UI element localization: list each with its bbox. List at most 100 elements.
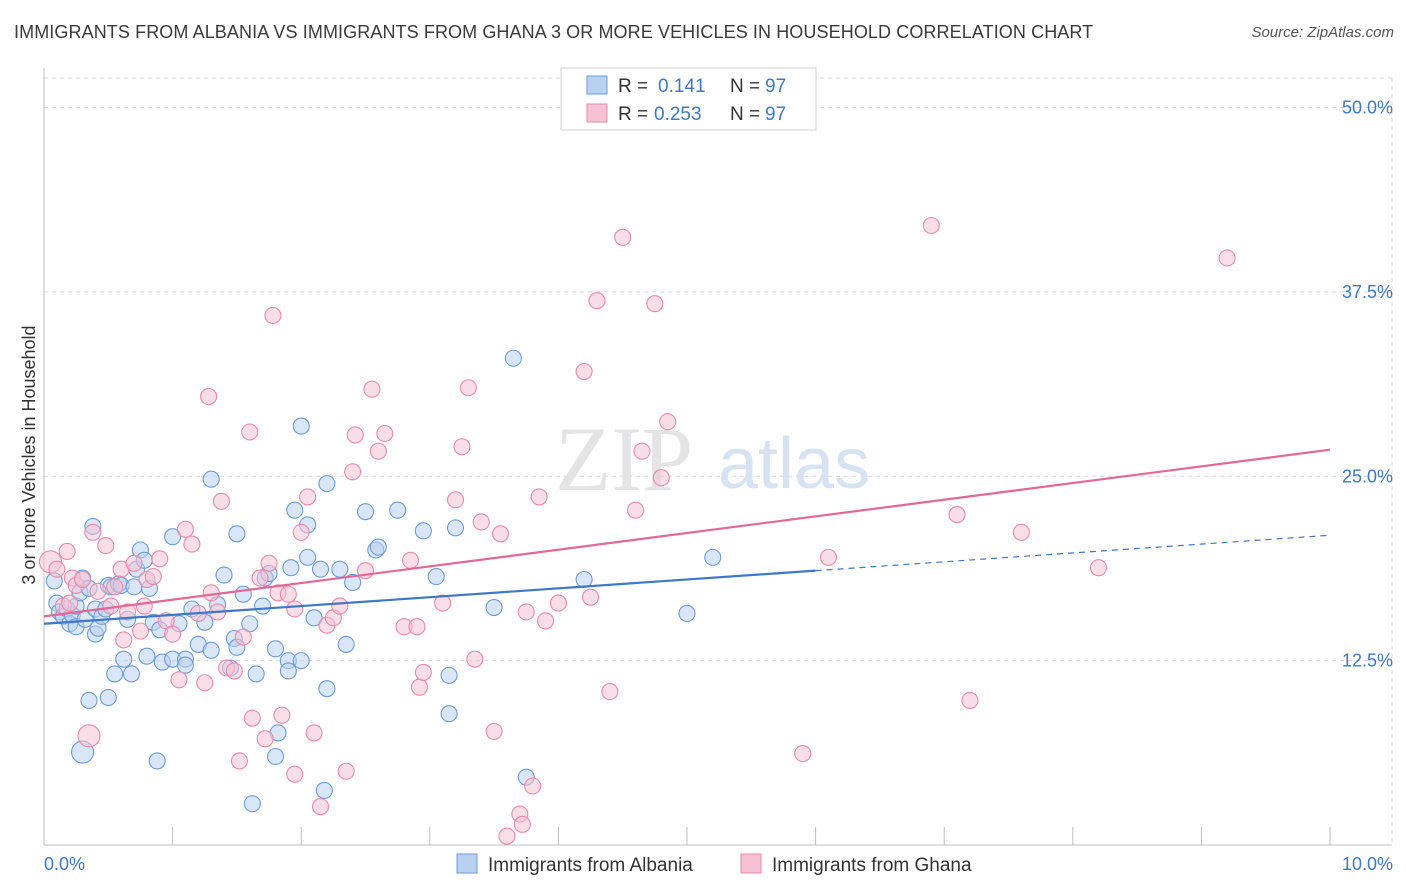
ghana-point-46 — [279, 585, 297, 603]
ghana-point-58 — [346, 426, 364, 444]
ghana-point-65 — [408, 618, 426, 636]
ghana-point-51 — [305, 724, 323, 742]
ghana-point-10 — [89, 582, 107, 600]
stats-legend: R = 0.141 N = 97 R = 0.253 N = 97 — [560, 67, 817, 131]
albania-point-77 — [318, 680, 336, 698]
albania-point-44 — [176, 656, 195, 674]
albania-point-14 — [80, 691, 98, 710]
albania-trend-line — [43, 569, 816, 625]
ghana-point-18 — [131, 622, 149, 640]
ghana-point-81 — [530, 488, 548, 506]
ghana-point-15 — [115, 631, 133, 649]
ghana-point-70 — [453, 438, 471, 456]
albania-point-69 — [286, 501, 304, 519]
ghana-point-52 — [311, 798, 330, 816]
ghana-point-47 — [286, 600, 304, 618]
ghana-point-31 — [202, 584, 220, 602]
albania-trend-extension — [815, 534, 1331, 572]
stats-legend-n-label: N = — [730, 76, 760, 97]
albania-point-54 — [228, 525, 246, 543]
albania-point-67 — [279, 662, 297, 680]
albania-point-56 — [234, 585, 252, 603]
ghana-point-92 — [652, 469, 670, 487]
ghana-point-76 — [498, 827, 516, 845]
ghana-point-83 — [549, 594, 567, 612]
legend-label-ghana: Immigrants from Ghana — [772, 855, 972, 876]
ghana-point-16 — [119, 603, 137, 621]
ghana-point-57 — [344, 463, 362, 481]
y-tick-label-1: 25.0% — [1342, 466, 1393, 486]
ghana-point-17 — [125, 554, 143, 572]
ghana-point-85 — [581, 588, 600, 606]
ghana-point-40 — [251, 569, 269, 587]
albania-point-58 — [243, 795, 261, 813]
ghana-point-35 — [225, 662, 243, 680]
albania-point-76 — [318, 475, 336, 493]
ghana-point-100 — [1089, 559, 1108, 577]
x-tick-label-min: 0.0% — [44, 854, 85, 874]
albania-point-48 — [202, 641, 220, 659]
albania-point-87 — [440, 666, 458, 684]
watermark-atlas: atlas — [718, 424, 870, 504]
ghana-point-11 — [97, 537, 115, 555]
ghana-point-8 — [77, 724, 101, 748]
ghana-point-78 — [513, 815, 531, 833]
x-tick-label-max: 10.0% — [1342, 854, 1393, 874]
albania-point-84 — [389, 501, 407, 519]
stats-legend-r-label: R = — [618, 76, 648, 97]
ghana-point-49 — [292, 523, 310, 541]
ghana-point-48 — [286, 765, 304, 783]
ghana-point-41 — [256, 730, 274, 748]
ghana-point-71 — [459, 379, 477, 397]
ghana-point-88 — [614, 228, 632, 246]
source-credit: Source: ZipAtlas.com — [1251, 24, 1394, 41]
ghana-point-66 — [410, 678, 429, 696]
axes — [43, 68, 1392, 846]
ghana-point-42 — [260, 554, 278, 572]
albania-point-59 — [247, 665, 265, 683]
ghana-point-45 — [273, 706, 291, 724]
ghana-point-19 — [135, 597, 153, 615]
stats-legend-swatch-ghana — [586, 103, 608, 123]
albania-point-79 — [337, 635, 355, 653]
albania-point-86 — [427, 567, 445, 586]
ghana-point-36 — [230, 752, 249, 770]
albania-point-60 — [254, 597, 272, 615]
albania-point-63 — [266, 640, 285, 658]
ghana-point-97 — [948, 506, 966, 524]
ghana-point-67 — [414, 663, 432, 681]
stats-legend-r-label-2: R = — [618, 104, 648, 125]
ghana-trend-line — [43, 448, 1331, 618]
albania-point-29 — [122, 665, 140, 683]
albania-point-94 — [678, 604, 696, 622]
ghana-point-33 — [212, 492, 231, 510]
stats-legend-n-albania: 97 — [765, 76, 786, 97]
ghana-point-95 — [819, 548, 838, 566]
chart-title: IMMIGRANTS FROM ALBANIA VS IMMIGRANTS FR… — [14, 22, 1094, 42]
y-tick-label-3: 50.0% — [1342, 98, 1393, 118]
ghana-point-93 — [659, 413, 677, 431]
stats-legend-r-ghana: 0.253 — [654, 104, 702, 125]
watermark: ZIP atlas — [555, 408, 870, 510]
ghana-point-90 — [633, 442, 651, 460]
ghana-point-89 — [627, 501, 645, 519]
ghana-point-73 — [472, 513, 490, 531]
ghana-point-37 — [234, 628, 252, 646]
ghana-point-1 — [48, 560, 66, 578]
ghana-point-60 — [363, 380, 381, 398]
ghana-point-101 — [1218, 249, 1236, 267]
albania-point-75 — [315, 781, 333, 799]
albania-point-49 — [202, 470, 220, 488]
ghana-point-69 — [446, 491, 465, 509]
ghana-point-80 — [524, 777, 542, 795]
albania-point-91 — [504, 349, 522, 367]
albania-point-40 — [164, 528, 182, 546]
albania-point-37 — [148, 752, 166, 770]
y-tick-label-2: 37.5% — [1342, 282, 1393, 302]
legend-swatch-ghana — [740, 853, 762, 874]
ghana-point-84 — [575, 362, 593, 381]
ghana-point-29 — [196, 674, 214, 692]
ghana-point-4 — [61, 594, 79, 612]
ghana-point-21 — [144, 567, 162, 586]
